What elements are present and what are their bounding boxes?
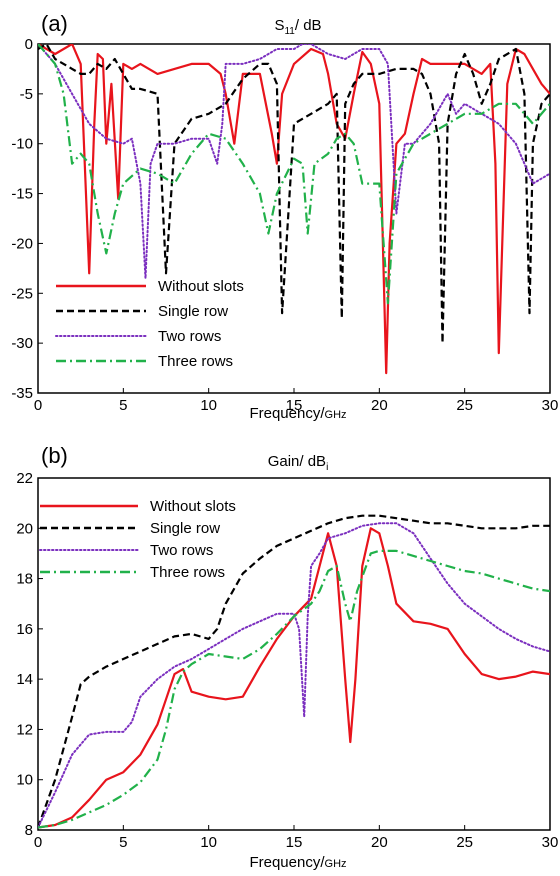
y-tick-label: -35	[11, 385, 33, 402]
legend-label: Two rows	[150, 542, 213, 559]
x-axis-label: Frequency/GHz	[249, 854, 346, 871]
series-line-single-row	[38, 514, 550, 828]
panel-label: (b)	[41, 443, 68, 468]
legend-label: Without slots	[158, 278, 244, 295]
y-tick-label: -25	[11, 285, 33, 302]
x-tick-label: 15	[286, 834, 303, 851]
y-tick-label: -20	[11, 235, 33, 252]
x-tick-label: 15	[286, 397, 303, 414]
legend-label: Two rows	[158, 328, 221, 345]
series-line-without-slots	[38, 527, 550, 829]
y-tick-label: 10	[16, 772, 33, 789]
chart-title: S11/ dB	[274, 17, 321, 37]
x-tick-label: 30	[542, 834, 559, 851]
series-line-single-row	[38, 44, 550, 345]
y-tick-label: -15	[11, 186, 33, 203]
legend: Without slots Single row Two rows Three row…	[39, 498, 236, 581]
y-tick-label: 8	[25, 822, 33, 839]
legend-label: Three rows	[150, 564, 225, 581]
x-tick-label: 10	[200, 834, 217, 851]
panel-label: (a)	[41, 11, 68, 36]
x-tick-label: 25	[456, 397, 473, 414]
y-tick-label: -30	[11, 335, 33, 352]
legend: Without slots Single row Two rows Three row…	[55, 278, 244, 370]
x-tick-label: 20	[371, 834, 388, 851]
x-tick-label: 5	[119, 397, 127, 414]
legend-label: Single row	[150, 520, 220, 537]
x-tick-label: 0	[34, 397, 42, 414]
series-line-without-slots	[38, 44, 550, 375]
y-tick-label: 0	[25, 36, 33, 53]
x-tick-label: 0	[34, 834, 42, 851]
x-tick-label: 5	[119, 834, 127, 851]
series-group	[38, 514, 550, 829]
legend-label: Without slots	[150, 498, 236, 515]
series-line-two-rows	[38, 44, 550, 280]
legend-label: Three rows	[158, 353, 233, 370]
y-tick-label: 22	[16, 470, 33, 487]
plot-frame	[37, 477, 551, 831]
legend-label: Single row	[158, 303, 228, 320]
y-tick-label: 12	[16, 721, 33, 738]
x-tick-label: 10	[200, 397, 217, 414]
x-tick-label: 30	[542, 397, 559, 414]
series-group	[38, 44, 550, 375]
y-tick-label: 18	[16, 571, 33, 588]
chart-panel-1: 0 5 10 15 20 25 30 8 10 12 14 16 18 20 22 (b) Gain/ dBi F…	[16, 443, 558, 871]
y-tick-label: -5	[20, 86, 33, 103]
chart-panel-0: 0 5 10 15 20 25 30 0 -5 -10 -15 -20 -25 -30 -35 (a) S11/…	[11, 11, 558, 422]
x-tick-label: 20	[371, 397, 388, 414]
y-tick-label: 16	[16, 621, 33, 638]
x-tick-label: 25	[456, 834, 473, 851]
series-line-two-rows	[38, 522, 550, 829]
series-line-three-rows	[38, 549, 550, 829]
plot-frame	[37, 43, 551, 394]
chart-title: Gain/ dBi	[268, 453, 329, 473]
y-tick-label: -10	[11, 136, 33, 153]
series-line-three-rows	[38, 44, 550, 305]
y-tick-label: 20	[16, 520, 33, 537]
y-tick-label: 14	[16, 671, 33, 688]
x-axis-label: Frequency/GHz	[249, 405, 346, 422]
